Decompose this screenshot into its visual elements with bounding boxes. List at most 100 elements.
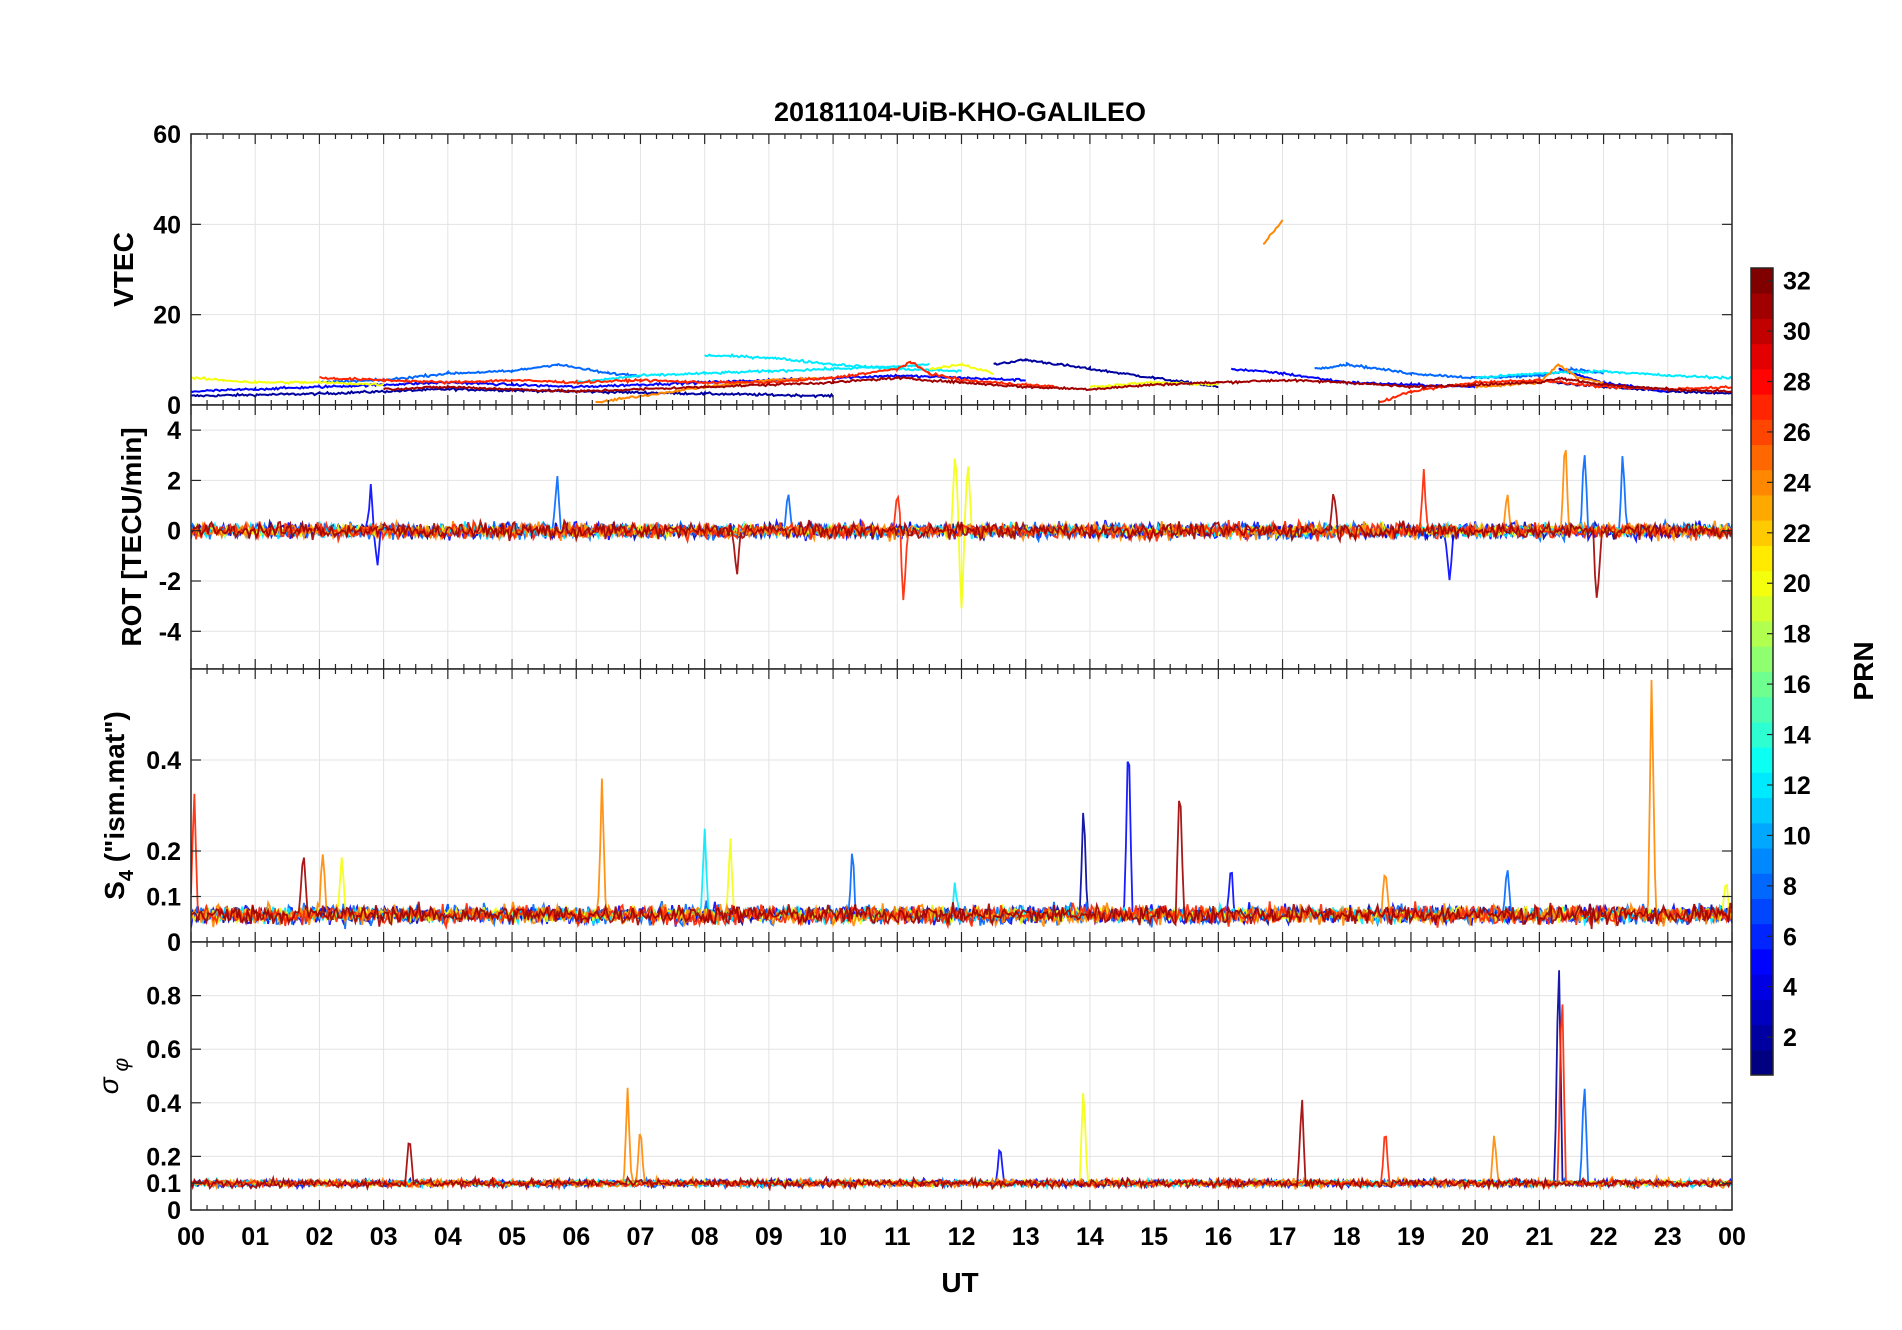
series-line-prn-24 [191,679,1732,929]
x-tick-label: 15 [1140,1223,1168,1251]
x-tick-label: 01 [241,1223,269,1251]
series-line-prn-31 [191,493,1732,598]
series-line-prn-31 [382,375,1732,394]
y-tick-label: 60 [153,121,181,149]
x-tick-label: 02 [306,1223,334,1251]
colorbar-band [1751,268,1773,294]
colorbar-band [1751,671,1773,698]
colorbar-band [1751,873,1773,899]
series-line-prn-20 [929,361,994,375]
y-tick-label: -2 [159,568,181,596]
series-line-prn-12 [1475,368,1732,380]
colorbar-band [1751,318,1773,345]
colorbar-band [1751,595,1773,622]
y-tick-label: 0 [167,929,181,957]
y-axis-label: S4 ("ism.mat") [99,711,138,900]
x-tick-label: 19 [1397,1223,1425,1251]
y-axis-label: σ φ [93,1057,133,1094]
colorbar-band [1751,747,1773,773]
colorbar-tick-label: 12 [1783,772,1811,800]
colorbar-band [1751,1024,1773,1051]
series-group [191,679,1732,931]
colorbar-tick-label: 20 [1783,570,1811,598]
y-tick-label: 0 [167,392,181,420]
series-line-prn-31 [191,1099,1732,1192]
colorbar-band [1751,343,1773,370]
colorbar-band [1751,721,1773,748]
series-line-prn-20 [1089,380,1219,389]
series-group [191,450,1732,609]
series-line-prn-12 [704,352,962,374]
colorbar-band [1751,621,1773,647]
x-tick-label: 06 [562,1223,590,1251]
x-tick-label: 18 [1333,1223,1361,1251]
colorbar-tick-label: 10 [1783,822,1811,850]
colorbar-band [1751,1049,1773,1076]
colorbar-tick-label: 24 [1783,469,1811,497]
x-tick-label: 13 [1012,1223,1040,1251]
colorbar-band [1751,469,1773,496]
colorbar-band [1751,797,1773,824]
colorbar-label: PRN [1848,641,1879,700]
series-line-prn-27 [191,469,1732,601]
colorbar-band [1751,848,1773,874]
series-group [191,970,1732,1192]
x-tick-label: 05 [498,1223,526,1251]
y-tick-label: 0.4 [146,1090,181,1118]
series-line-prn-20 [191,375,385,387]
series-line-prn-27 [319,360,1059,389]
colorbar-band [1751,772,1773,799]
y-axis-label: ROT [TECU/min] [116,427,147,646]
colorbar-tick-label: 8 [1783,873,1797,901]
y-tick-label: 0.6 [146,1036,181,1064]
series-group [191,219,1732,404]
colorbar-tick-label: 14 [1783,722,1811,750]
x-axis-label: UT [941,1267,978,1298]
x-tick-label: 04 [434,1223,462,1251]
y-axis-label: VTEC [108,232,139,307]
series-line-prn-24 [1262,219,1284,245]
y-tick-label: 0.8 [146,983,181,1011]
colorbar-band [1751,999,1773,1026]
colorbar-band [1751,948,1773,975]
x-axis: 00 01 02 03 04 05 06 07 08 09 10 11 12 13 14 15 16 17 18 19… [177,1223,1746,1251]
x-tick-label: 12 [948,1223,976,1251]
series-line-prn-31 [191,800,1732,930]
x-tick-label: 10 [819,1223,847,1251]
colorbar-band [1751,545,1773,572]
x-tick-label: 22 [1590,1223,1618,1251]
colorbar-band [1751,293,1773,319]
colorbar-tick-label: 30 [1783,318,1811,346]
y-tick-label: -4 [159,618,181,646]
colorbar-band [1751,394,1773,420]
colorbar-tick-label: 32 [1783,268,1811,296]
colorbar-tick-label: 6 [1783,923,1797,951]
y-tick-label: 20 [153,302,181,330]
colorbar-band [1751,898,1773,925]
x-tick-label: 11 [884,1223,911,1251]
colorbar-band [1751,419,1773,446]
colorbar-band [1751,368,1773,395]
x-tick-label: 03 [370,1223,398,1251]
colorbar-band [1751,822,1773,849]
series-line-prn-24 [595,376,834,404]
x-tick-label: 09 [755,1223,783,1251]
y-tick-label: 0 [167,518,181,546]
colorbar-tick-label: 4 [1783,974,1797,1002]
x-tick-label: 00 [1718,1223,1746,1251]
x-tick-label: 16 [1204,1223,1232,1251]
colorbar-band [1751,444,1773,471]
y-tick-label: 0 [167,1197,181,1225]
colorbar-tick-label: 16 [1783,671,1811,699]
y-tick-label: 0.2 [146,1143,181,1171]
colorbar-tick-label: 18 [1783,621,1811,649]
colorbar-band [1751,520,1773,546]
x-tick-label: 14 [1076,1223,1104,1251]
y-tick-label: 4 [167,417,181,445]
x-tick-label: 17 [1269,1223,1297,1251]
x-tick-label: 07 [627,1223,655,1251]
panel-sigma-phi: 00.10.2 0.4 0.6 0.8 σ φ [93,941,1733,1225]
x-tick-label: 23 [1654,1223,1682,1251]
